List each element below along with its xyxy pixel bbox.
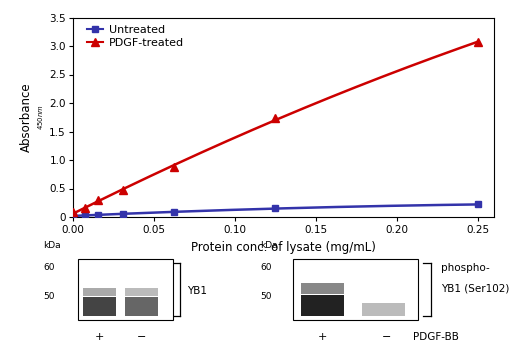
Text: +: +	[95, 332, 105, 342]
X-axis label: Protein conc. of lysate (mg/mL): Protein conc. of lysate (mg/mL)	[191, 241, 376, 254]
Bar	[125, 297, 158, 316]
Text: 50: 50	[260, 292, 271, 301]
Legend: Untreated, PDGF-treated: Untreated, PDGF-treated	[87, 25, 184, 48]
Bar	[84, 288, 116, 296]
Text: Absorbance: Absorbance	[20, 83, 33, 152]
Text: kDa: kDa	[260, 241, 278, 250]
Text: YB1 (Ser102): YB1 (Ser102)	[441, 283, 509, 293]
Text: −: −	[137, 332, 147, 342]
Bar	[293, 259, 418, 320]
Text: PDGF-BB: PDGF-BB	[413, 332, 459, 342]
Text: $_{450nm}$: $_{450nm}$	[36, 104, 46, 130]
Bar	[362, 303, 405, 316]
Bar	[84, 297, 116, 316]
Text: 60: 60	[44, 263, 55, 272]
Text: phospho-: phospho-	[441, 263, 490, 273]
Bar	[301, 283, 344, 294]
Bar	[301, 295, 344, 316]
Text: YB1: YB1	[187, 286, 207, 295]
Text: 60: 60	[260, 263, 271, 272]
Text: +: +	[318, 332, 327, 342]
Bar	[125, 288, 158, 296]
Text: kDa: kDa	[44, 241, 61, 250]
Text: 50: 50	[44, 292, 55, 301]
Text: −: −	[382, 332, 391, 342]
Bar	[78, 259, 173, 320]
